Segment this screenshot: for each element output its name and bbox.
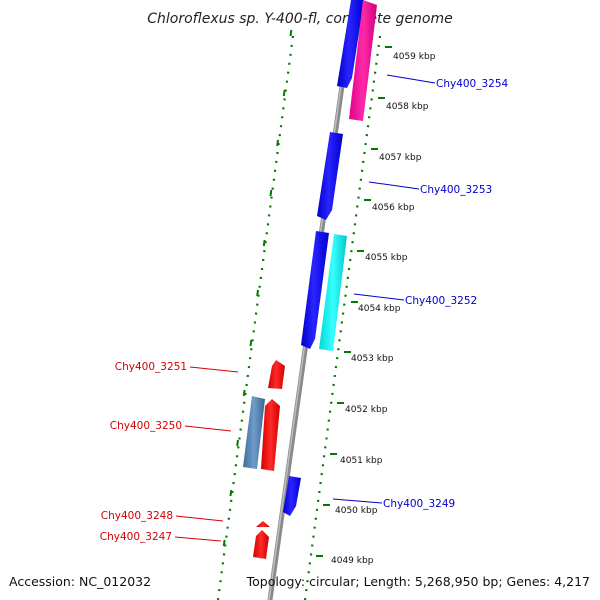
gene-leader-line (353, 293, 405, 301)
ruler-tick-label: 4055 kbp (365, 253, 408, 263)
gene-label-reverse[interactable]: Chy400_3248 (101, 510, 173, 522)
ruler-tick-label: 4059 kbp (393, 52, 436, 62)
gene-feature-chy400-3250[interactable] (261, 399, 280, 471)
ruler-tick-label: 4051 kbp (340, 456, 383, 466)
gene-leader-line (368, 181, 420, 190)
ruler-tick-label: 4057 kbp (379, 153, 422, 163)
accession-text: Accession: NC_012032 (9, 574, 151, 589)
gene-feature-chy400-3254[interactable] (337, 0, 364, 88)
gene-label-reverse[interactable]: Chy400_3250 (110, 420, 182, 432)
genome-summary-text: Topology: circular; Length: 5,268,950 bp… (246, 574, 590, 589)
gene-label-forward[interactable]: Chy400_3253 (420, 184, 492, 196)
outer-ruler-dashes (222, 29, 293, 547)
gene-leader-line (332, 498, 383, 504)
ruler-tick-label: 4054 kbp (358, 304, 401, 314)
gene-label-forward[interactable]: Chy400_3249 (383, 498, 455, 510)
gene-leader-line (174, 536, 222, 542)
ruler-tick-label: 4056 kbp (372, 203, 415, 213)
ruler-tick-label: 4052 kbp (345, 405, 388, 415)
gene-label-reverse[interactable]: Chy400_3251 (115, 361, 187, 373)
gene-feature-chy400-3252[interactable] (301, 231, 329, 349)
gene-feature-chy400-3249[interactable] (283, 476, 301, 516)
gene-feature-steel[interactable] (243, 396, 265, 469)
gene-feature-cyan[interactable] (319, 234, 347, 351)
ruler-tick-label: 4050 kbp (335, 506, 378, 516)
gene-label-forward[interactable]: Chy400_3252 (405, 295, 477, 307)
ruler-tick-label: 4049 kbp (331, 556, 374, 566)
ruler-ticks (316, 46, 392, 557)
gene-leader-line (184, 425, 232, 432)
gene-leader-line (386, 74, 436, 84)
gene-feature-chy400-3253[interactable] (317, 132, 343, 220)
ruler-tick-label: 4053 kbp (351, 354, 394, 364)
gene-feature-chy400-3248[interactable] (256, 521, 270, 527)
gene-label-forward[interactable]: Chy400_3254 (436, 78, 509, 90)
gene-feature-chy400-3247[interactable] (253, 530, 269, 559)
gene-feature-chy400-3251[interactable] (268, 360, 285, 389)
map-title: Chloroflexus sp. Y-400-fl, complete geno… (147, 11, 453, 27)
gene-leader-line (175, 515, 224, 522)
gene-feature-magenta[interactable] (349, 0, 377, 121)
ruler-tick-label: 4058 kbp (386, 102, 429, 112)
gene-leader-line (189, 366, 239, 373)
gene-label-reverse[interactable]: Chy400_3247 (100, 531, 172, 543)
